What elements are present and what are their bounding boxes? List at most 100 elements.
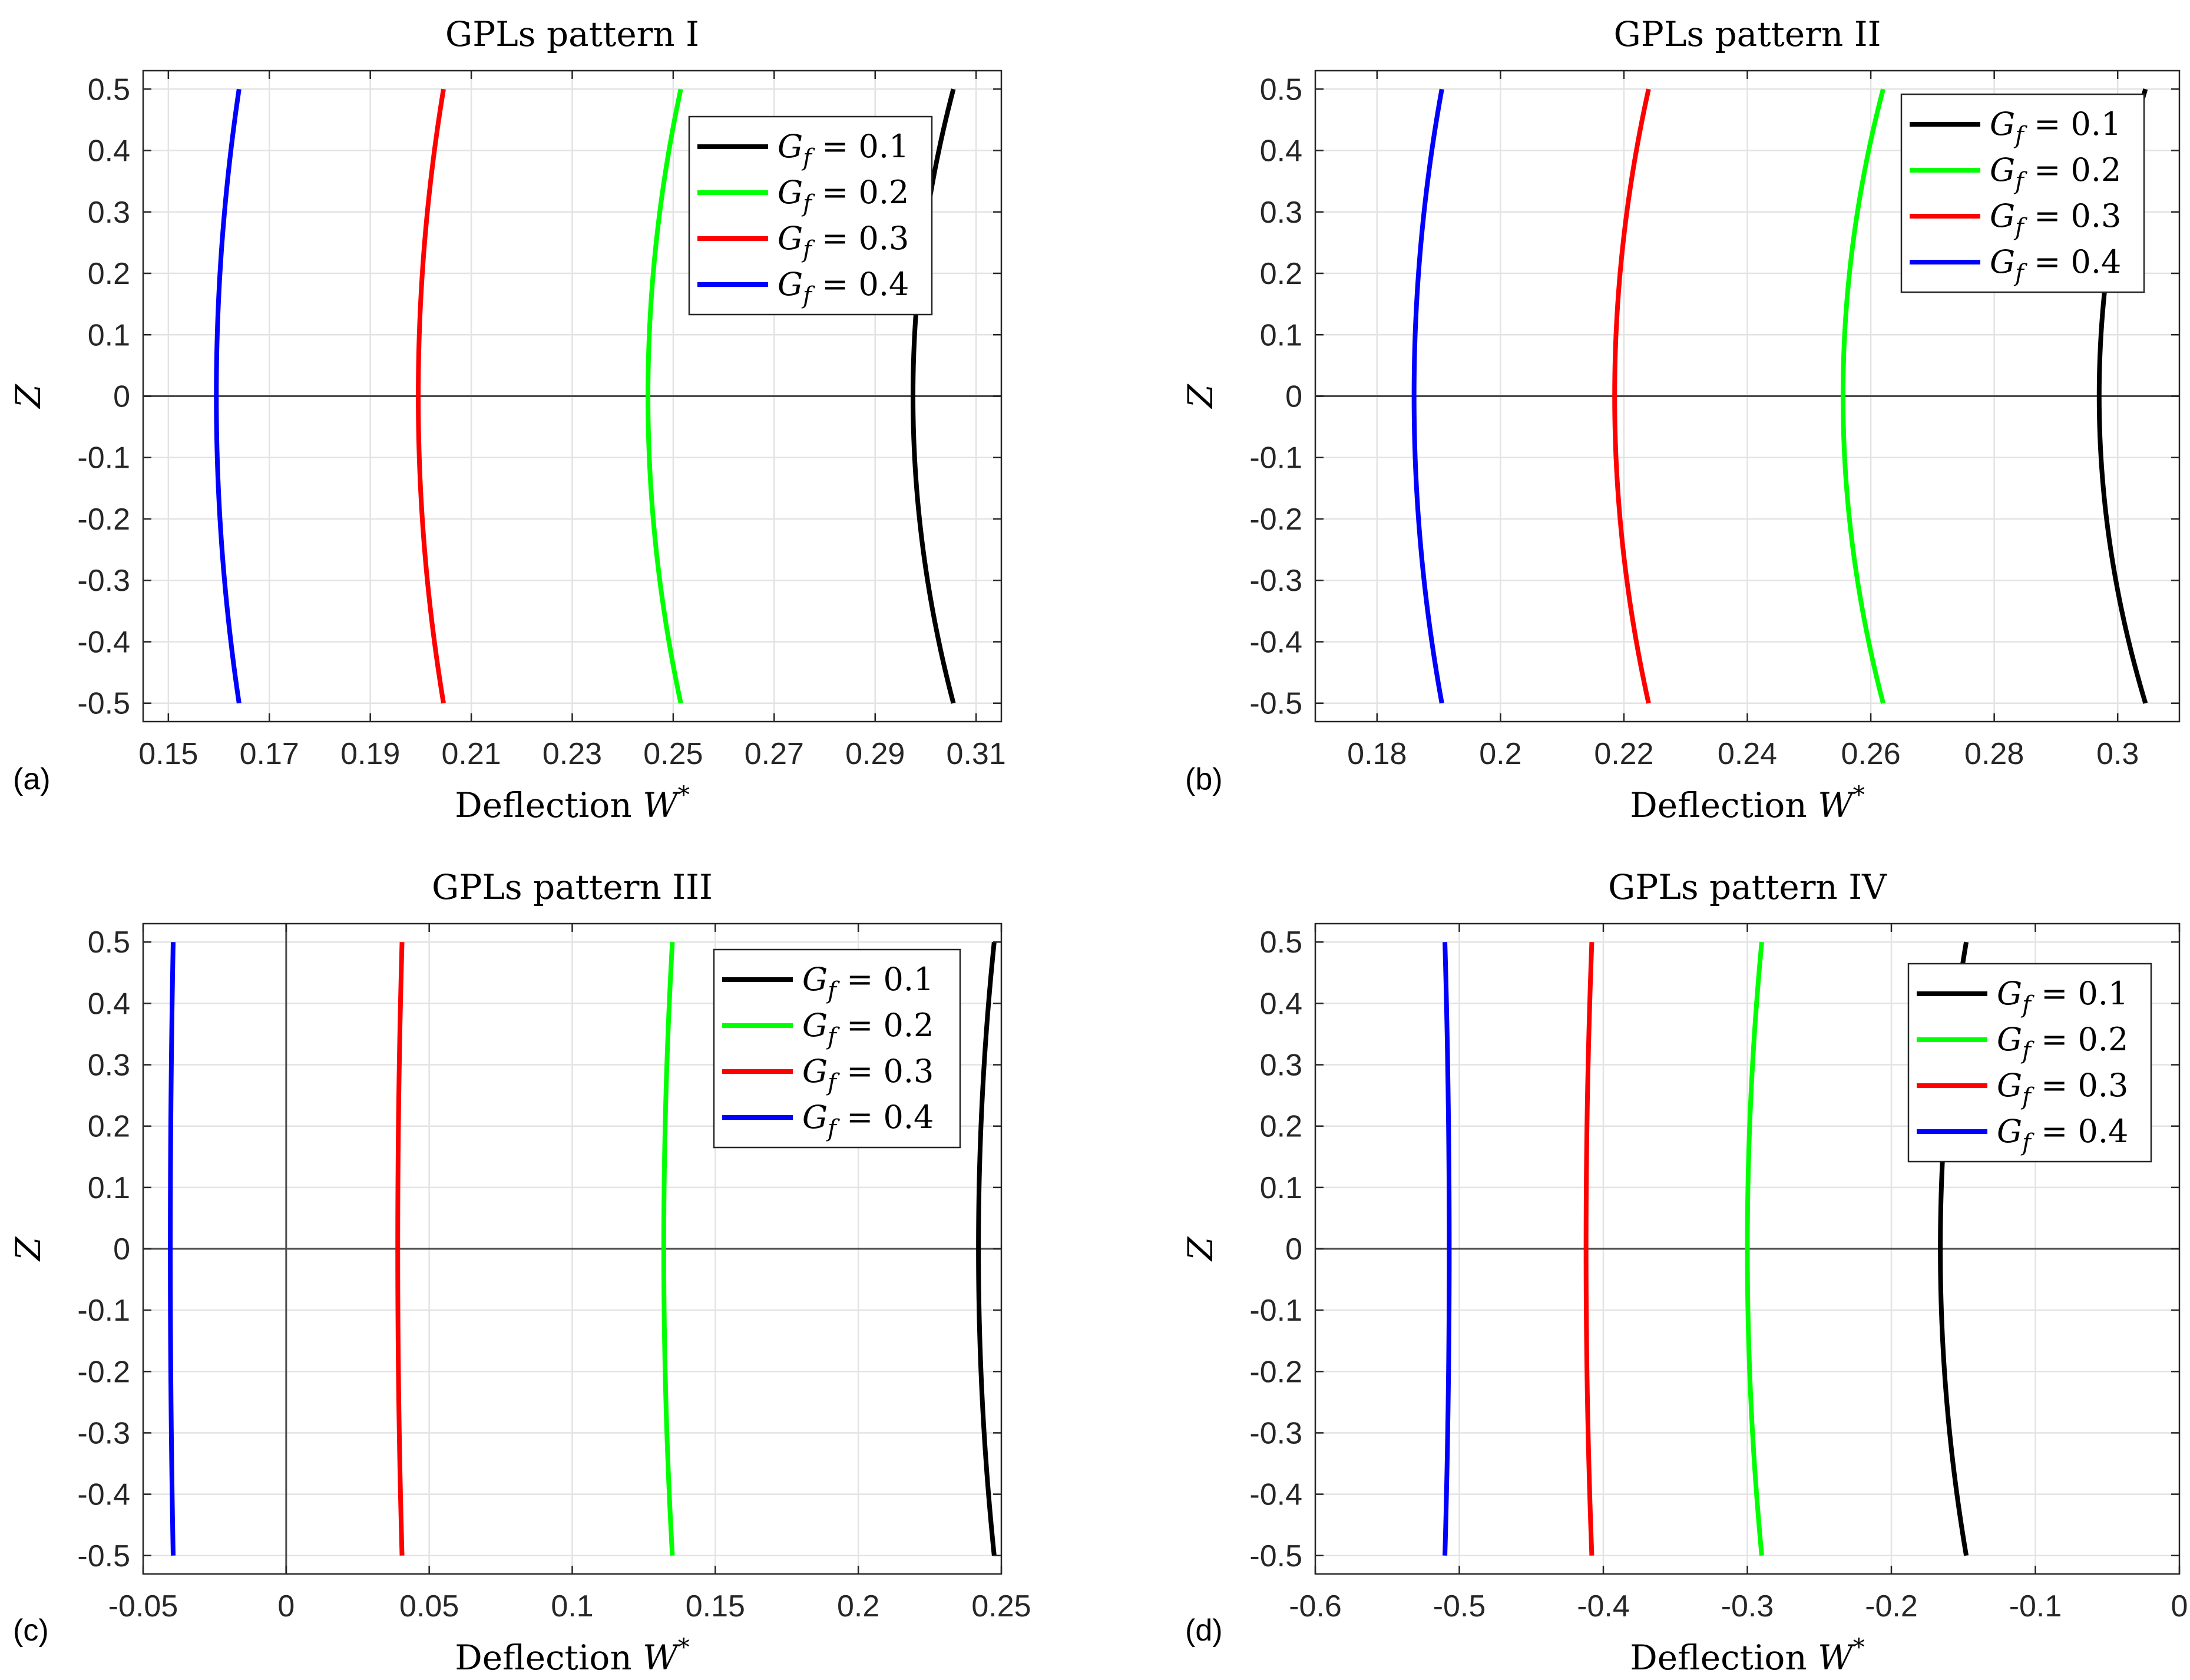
x-tick-label: 0.23 [542,737,602,771]
x-axis-label: Deflection W* [455,1634,690,1678]
ticks: -0.05 0 0.05 0.1 0.15 0.2 0.25 0.5 0.4 0.3 0.2 0.1 0… [77,924,1031,1623]
x-tick-label: -0.5 [1433,1589,1486,1623]
y-tick-label: 0.1 [88,318,130,352]
legend-value: = 0.1 [812,128,909,165]
y-tick-label: -0.3 [1249,1416,1302,1450]
legend-value: = 0.3 [2024,197,2121,234]
y-tick-label: 0.4 [88,134,130,168]
x-axis-label-superscript: * [678,1634,690,1661]
legend-value: = 0.4 [2031,1113,2128,1150]
x-tick-label: 0.25 [971,1589,1031,1623]
legend-value: = 0.1 [2024,105,2121,143]
y-tick-label: 0.2 [1260,1110,1302,1144]
legend-item: Gf = 0.1 [1910,105,2121,149]
subplot-a: 0.15 0.17 0.19 0.21 0.23 0.25 0.27 0.29 0.31 0.5 0… [8,14,1006,825]
x-tick-label: 0.3 [2096,737,2139,771]
panel-label: (d) [1185,1613,1223,1648]
legend-label: Gf = 0.2 [778,174,909,217]
legend: Gf = 0.1Gf = 0.2Gf = 0.3Gf = 0.4 [688,115,933,316]
y-tick-label: -0.1 [1249,1294,1302,1328]
legend-var: G [778,220,803,257]
y-tick-label: -0.2 [77,1355,130,1389]
legend-label: Gf = 0.2 [1990,151,2121,195]
y-tick-label: 0.5 [1260,925,1302,960]
y-tick-label: 0.4 [1260,134,1302,168]
legend-value: = 0.3 [836,1053,934,1090]
y-axis-label: Z [1180,383,1220,409]
y-tick-label: 0.5 [88,72,130,107]
legend-var: G [1990,243,2015,280]
legend-label: Gf = 0.1 [1997,975,2128,1018]
legend-var: G [1997,1113,2022,1150]
y-tick-label: -0.4 [1249,1478,1302,1512]
legend-item: Gf = 0.3 [697,220,909,263]
legend-label: Gf = 0.4 [1997,1113,2128,1156]
legend-label: Gf = 0.4 [778,266,909,309]
legend-value: = 0.3 [2031,1067,2128,1104]
legend-var: G [778,128,803,165]
y-axis-label: Z [1180,1236,1220,1262]
series-line-gf-0.4 [168,942,176,1556]
x-tick-label: 0.28 [1964,737,2024,771]
y-tick-label: 0.3 [1260,196,1302,230]
x-tick-label: 0.15 [686,1589,745,1623]
legend-item: Gf = 0.1 [722,961,934,1004]
x-tick-label: 0 [277,1589,295,1623]
legend-label: Gf = 0.3 [802,1053,934,1096]
x-tick-label: -0.6 [1289,1589,1342,1623]
y-tick-label: -0.5 [1249,1539,1302,1573]
legend-label: Gf = 0.3 [778,220,909,263]
legend-item: Gf = 0.4 [722,1099,934,1142]
x-axis-label-superscript: * [678,782,690,809]
x-tick-label: 0.26 [1841,737,1900,771]
panel-label: (c) [13,1613,49,1648]
x-axis-label-variable: W [1818,1638,1855,1678]
legend-var: G [778,174,803,211]
legend-value: = 0.4 [2024,243,2121,280]
chart-title: GPLs pattern I [445,14,699,54]
y-tick-label: -0.4 [77,625,130,659]
x-axis-label-superscript: * [1853,1634,1865,1661]
legend-value: = 0.4 [812,266,909,303]
series-line-gf-0.2 [1840,88,1885,704]
legend-item: Gf = 0.1 [1917,975,2128,1018]
panel-label: (b) [1185,762,1223,796]
y-tick-label: 0.3 [1260,1049,1302,1083]
y-tick-label: 0 [113,380,130,414]
x-axis-label-variable: W [1818,785,1855,825]
subplot-d: -0.6 -0.5 -0.4 -0.3 -0.2 -0.1 0 0.5 0.4 0.3 0.2 0.1… [1180,867,2188,1678]
y-tick-label: 0 [113,1232,130,1266]
legend-label: Gf = 0.2 [802,1007,934,1050]
chart-title: GPLs pattern III [432,867,713,907]
series-line-gf-0.2 [646,88,683,704]
legend-item: Gf = 0.4 [697,266,909,309]
legend-box [1900,93,2145,293]
subplot-b: 0.18 0.2 0.22 0.24 0.26 0.28 0.3 0.5 0.4 0.3 0.2 0.… [1180,14,2181,825]
y-tick-label: -0.5 [77,687,130,721]
legend-var: G [778,266,803,303]
y-tick-label: 0.2 [88,1110,130,1144]
legend: Gf = 0.1Gf = 0.2Gf = 0.3Gf = 0.4 [713,948,961,1149]
y-tick-label: -0.2 [1249,1355,1302,1389]
y-tick-label: 0.5 [88,925,130,960]
series-line-gf-0.2 [1745,941,1764,1556]
y-tick-label: -0.5 [1249,687,1302,721]
series-line-gf-0.3 [1583,942,1594,1556]
y-tick-label: 0 [1285,1232,1302,1266]
y-tick-label: 0.5 [1260,72,1302,107]
legend-value: = 0.2 [2031,1021,2128,1058]
y-tick-label: 0.3 [88,1049,130,1083]
x-tick-label: 0.1 [551,1589,593,1623]
y-tick-label: 0.2 [88,257,130,291]
legend: Gf = 0.1Gf = 0.2Gf = 0.3Gf = 0.4 [1900,93,2145,293]
x-axis-label: Deflection W* [1630,782,1865,825]
series-line-gf-0.4 [1443,942,1452,1556]
x-tick-label: 0.31 [947,737,1006,771]
x-axis-label: Deflection W* [455,782,690,825]
legend-value: = 0.2 [2024,151,2121,188]
panel-label: (a) [13,762,51,796]
legend-item: Gf = 0.4 [1917,1113,2128,1156]
legend-label: Gf = 0.2 [1997,1021,2128,1064]
legend-label: Gf = 0.1 [802,961,934,1004]
